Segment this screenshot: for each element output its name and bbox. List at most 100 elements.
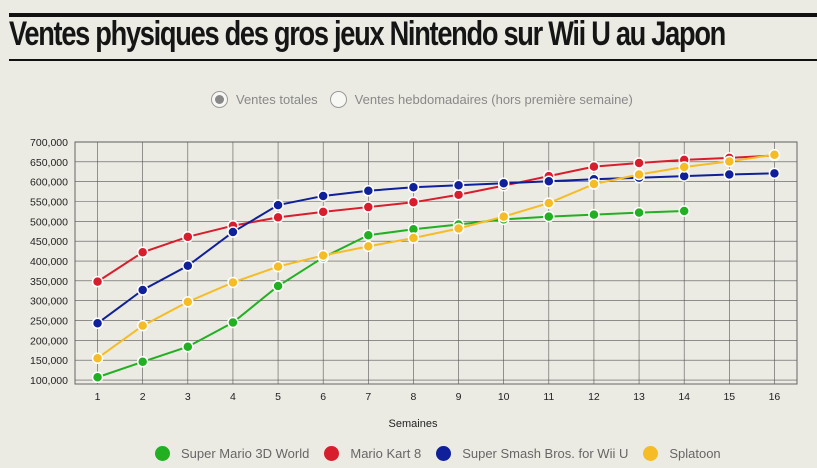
x-tick-label: 7 <box>365 391 371 403</box>
data-point[interactable] <box>407 196 420 209</box>
data-point[interactable] <box>182 231 194 243</box>
series-line <box>96 172 775 325</box>
data-point[interactable] <box>136 319 149 332</box>
data-point[interactable] <box>588 208 600 221</box>
x-tick-label: 12 <box>588 391 600 403</box>
y-tick-label: 600,000 <box>30 177 68 189</box>
data-point[interactable] <box>588 178 600 190</box>
data-point[interactable] <box>182 296 194 308</box>
x-axis-label: Semaines <box>389 418 438 430</box>
x-tick-label: 4 <box>230 391 236 403</box>
data-point[interactable] <box>678 205 690 217</box>
y-tick-label: 500,000 <box>30 216 68 228</box>
chart-legend: Super Mario 3D World Mario Kart 8 Super … <box>155 446 736 461</box>
x-tick-label: 8 <box>411 391 417 403</box>
x-tick-label: 6 <box>320 391 326 403</box>
y-tick-label: 300,000 <box>30 296 68 308</box>
data-point[interactable] <box>91 317 104 330</box>
data-point[interactable] <box>723 168 736 181</box>
data-point[interactable] <box>543 210 555 223</box>
series-line <box>97 210 685 379</box>
y-tick-label: 650,000 <box>30 157 68 169</box>
data-point[interactable] <box>768 167 781 180</box>
legend-dot-icon <box>324 446 340 461</box>
view-mode-selector: Ventes totales Ventes hebdomadaires (hor… <box>211 91 645 108</box>
x-tick-label: 9 <box>456 391 462 403</box>
data-point[interactable] <box>768 148 781 161</box>
series-line <box>97 154 775 283</box>
x-tick-label: 14 <box>678 391 690 403</box>
data-point[interactable] <box>633 206 645 219</box>
legend-item-smash-bros[interactable]: Super Smash Bros. for Wii U <box>436 446 628 461</box>
legend-dot-icon <box>436 446 452 461</box>
data-point[interactable] <box>407 181 420 193</box>
y-tick-label: 350,000 <box>30 276 68 288</box>
x-tick-label: 5 <box>275 391 281 403</box>
x-tick-label: 10 <box>498 391 510 403</box>
data-point[interactable] <box>227 276 239 289</box>
data-point[interactable] <box>452 222 465 235</box>
data-point[interactable] <box>136 284 149 296</box>
x-tick-label: 11 <box>543 391 554 403</box>
data-point[interactable] <box>91 352 104 364</box>
data-point[interactable] <box>272 199 284 211</box>
data-point[interactable] <box>543 197 555 209</box>
data-point[interactable] <box>317 206 329 218</box>
data-point[interactable] <box>317 249 329 262</box>
chart-title: Ventes physiques des gros jeux Nintendo … <box>9 15 726 53</box>
data-point[interactable] <box>362 229 375 241</box>
data-point[interactable] <box>452 179 465 191</box>
radio-ventes-hebdomadaires[interactable]: Ventes hebdomadaires (hors première sema… <box>329 91 633 108</box>
data-point[interactable] <box>227 226 239 238</box>
radio-checked-icon[interactable] <box>211 91 228 108</box>
x-tick-label: 2 <box>140 391 146 403</box>
y-tick-label: 450,000 <box>30 236 68 248</box>
legend-item-splatoon[interactable]: Splatoon <box>643 446 721 461</box>
legend-item-super-mario-3d-world[interactable]: Super Mario 3D World <box>155 446 309 461</box>
data-point[interactable] <box>362 240 375 253</box>
y-axis-tick-labels: 100,000 150,000 200,000 250,000 300,000 350,0… <box>30 137 68 387</box>
radio-ventes-totales[interactable]: Ventes totales <box>211 91 318 108</box>
data-point[interactable] <box>407 232 420 244</box>
data-point[interactable] <box>136 356 149 368</box>
legend-dot-icon <box>643 446 659 461</box>
data-point[interactable] <box>91 275 104 288</box>
y-tick-label: 200,000 <box>30 335 68 347</box>
data-point[interactable] <box>182 340 194 353</box>
data-point[interactable] <box>452 189 465 201</box>
data-point[interactable] <box>91 371 104 384</box>
y-tick-label: 400,000 <box>30 256 68 268</box>
legend-dot-icon <box>155 446 170 461</box>
y-tick-label: 700,000 <box>30 137 68 149</box>
series-mario-kart-8 <box>91 149 781 288</box>
data-point[interactable] <box>272 260 284 273</box>
data-point[interactable] <box>497 210 510 223</box>
y-tick-label: 550,000 <box>30 197 68 209</box>
radio-unchecked-icon[interactable] <box>329 91 347 108</box>
data-point[interactable] <box>588 160 600 173</box>
title-top-rule <box>9 13 817 17</box>
title-bottom-rule <box>9 59 817 61</box>
data-point[interactable] <box>272 211 284 224</box>
data-point[interactable] <box>136 246 149 259</box>
data-point[interactable] <box>362 185 375 197</box>
data-point[interactable] <box>723 155 736 168</box>
series-splatoon <box>91 148 781 364</box>
data-point[interactable] <box>633 157 645 169</box>
x-tick-label: 15 <box>723 391 735 403</box>
data-point[interactable] <box>272 280 284 292</box>
data-point[interactable] <box>182 260 194 272</box>
data-point[interactable] <box>317 190 329 202</box>
x-tick-label: 3 <box>185 391 191 403</box>
data-point[interactable] <box>543 175 555 188</box>
x-tick-label: 13 <box>633 391 645 403</box>
legend-item-mario-kart-8[interactable]: Mario Kart 8 <box>324 446 421 461</box>
data-point[interactable] <box>678 161 690 173</box>
chart-series <box>91 148 781 384</box>
y-tick-label: 250,000 <box>30 316 68 328</box>
data-point[interactable] <box>362 201 375 213</box>
data-point[interactable] <box>497 177 510 190</box>
x-axis-tick-labels: 1 2 3 4 5 6 7 8 9 10 11 12 13 14 15 16 <box>95 391 781 403</box>
data-point[interactable] <box>633 168 645 181</box>
data-point[interactable] <box>227 316 239 329</box>
